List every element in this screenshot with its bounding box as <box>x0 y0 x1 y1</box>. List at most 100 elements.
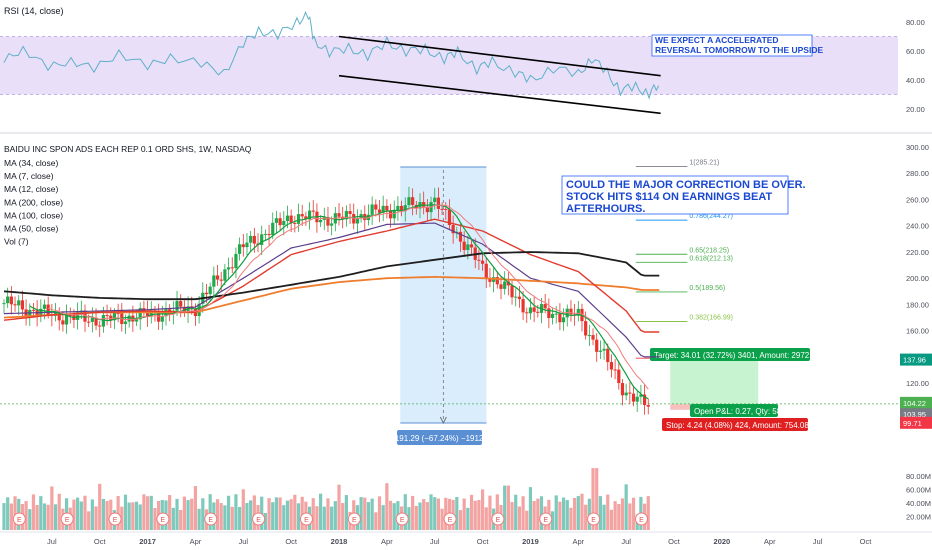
volume-axis[interactable]: 80.00M 60.00M 40.00M 20.00M <box>906 472 931 521</box>
earnings-marker[interactable]: E <box>156 512 170 526</box>
volume-bar <box>285 500 290 530</box>
volume-bar <box>606 494 610 530</box>
earnings-marker[interactable]: E <box>395 512 409 526</box>
candle-body <box>208 286 212 295</box>
indicator-legend[interactable]: MA (34, close) MA (7, close) MA (12, close… <box>4 158 63 247</box>
volume-tick-label: 60.00M <box>906 486 931 495</box>
main-annotation-line-3: AFTERHOURS. <box>566 203 645 215</box>
earnings-marker[interactable]: E <box>299 512 313 526</box>
volume-bar <box>403 494 407 530</box>
target-zone <box>670 359 759 405</box>
long-position-tool[interactable]: Target: 34.01 (32.72%) 3401, Amount: 297… <box>0 348 898 431</box>
candle-body <box>591 335 595 340</box>
candle-body <box>68 314 72 316</box>
rsi-pane[interactable]: RSI (14, close) 80.00 60.00 40.00 20.00 WE … <box>0 6 925 115</box>
candle-body <box>20 300 25 310</box>
earnings-marker[interactable]: E <box>204 512 218 526</box>
volume-bar <box>90 499 94 530</box>
candle-body <box>480 260 485 264</box>
earnings-marker[interactable]: E <box>108 512 122 526</box>
rsi-channel-upper-trendline[interactable] <box>338 35 661 77</box>
candle-body <box>31 309 36 311</box>
candle-body <box>602 348 606 351</box>
candle-body <box>300 214 304 217</box>
volume-bar <box>628 503 632 530</box>
volume-bar <box>495 494 499 530</box>
earnings-marker[interactable]: E <box>443 512 457 526</box>
volume-bar <box>385 483 389 530</box>
earnings-marker[interactable]: E <box>587 512 601 526</box>
volume-bar <box>484 507 488 530</box>
stop-label-box <box>662 418 808 431</box>
legend-item: MA (12, close) <box>4 184 58 194</box>
candle-body <box>105 315 109 317</box>
candle-body <box>595 339 599 352</box>
volume-bar <box>418 502 422 530</box>
candle-body <box>458 231 463 242</box>
volume-bar <box>573 497 577 530</box>
volume-bar <box>50 486 54 530</box>
rsi-axis[interactable]: 80.00 60.00 40.00 20.00 <box>906 18 925 114</box>
rsi-channel-lower-trendline[interactable] <box>338 74 661 115</box>
candle-body <box>204 292 209 295</box>
earnings-marker[interactable]: E <box>491 512 505 526</box>
volume-bar <box>252 495 256 530</box>
volume-bar <box>646 496 650 530</box>
candle-body <box>381 205 385 213</box>
stop-label: Stop: 4.24 (4.08%) 424, Amount: 754.08 <box>666 421 809 430</box>
candle-body <box>101 315 105 327</box>
candle-body <box>411 197 415 205</box>
volume-bar <box>469 494 474 530</box>
price-pane[interactable]: 1(285.21) 0.786(244.27) 0.65(218.25)0.618(… <box>0 143 932 530</box>
volume-bar <box>13 496 17 530</box>
time-axis[interactable]: Jul Oct 2017 Apr Jul Oct 2018 Apr Jul Oct 2019 Apr J… <box>0 531 932 546</box>
fib-level-label: 0.786(244.27) <box>689 213 733 220</box>
earnings-letter: E <box>161 517 166 524</box>
earnings-marker[interactable]: E <box>539 512 553 526</box>
candle-body <box>352 213 356 224</box>
volume-bar <box>57 493 61 530</box>
price-axis[interactable]: 300.00 280.00 260.00 240.00 220.00 200.00 180.… <box>906 143 929 414</box>
volume-bar <box>466 507 470 530</box>
earnings-letter: E <box>639 517 644 524</box>
time-tick-label: Jul <box>430 537 440 546</box>
candle-body <box>53 311 58 316</box>
rsi-annotation-box[interactable] <box>651 34 813 57</box>
candle-body <box>61 320 65 325</box>
candle-body <box>433 197 437 203</box>
candle-body <box>76 312 80 320</box>
earnings-marker[interactable]: E <box>347 512 361 526</box>
candle-body <box>499 284 503 289</box>
earnings-marker[interactable]: E <box>60 512 74 526</box>
volume-bar <box>296 503 301 530</box>
earnings-marker[interactable]: E <box>634 512 648 526</box>
candle-body <box>484 263 488 278</box>
candle-body <box>635 396 639 402</box>
volume-bar <box>414 505 418 530</box>
candle-body <box>35 310 39 317</box>
volume-bar <box>6 497 10 530</box>
volume-bar <box>230 506 234 530</box>
volume-bar <box>179 510 183 530</box>
volume-bar <box>455 497 459 530</box>
main-annotation-box[interactable] <box>561 175 789 215</box>
candle-body <box>396 205 400 211</box>
volume-bar <box>591 468 595 530</box>
volume-bar <box>274 497 279 530</box>
volume-bar <box>425 502 429 530</box>
candle-body <box>278 218 282 226</box>
volume-bar <box>366 502 371 530</box>
candle-body <box>109 315 113 321</box>
earnings-marker[interactable]: E <box>252 512 266 526</box>
earnings-marker[interactable]: E <box>12 512 26 526</box>
volume-bar <box>374 512 378 530</box>
time-tick-label: Oct <box>860 537 873 546</box>
time-tick-label: 2020 <box>714 537 731 546</box>
candle-body <box>370 204 374 215</box>
measure-arrow-head <box>439 416 447 425</box>
earnings-letter: E <box>591 517 596 524</box>
earnings-icon <box>204 512 218 526</box>
time-tick-label: Apr <box>381 537 393 546</box>
